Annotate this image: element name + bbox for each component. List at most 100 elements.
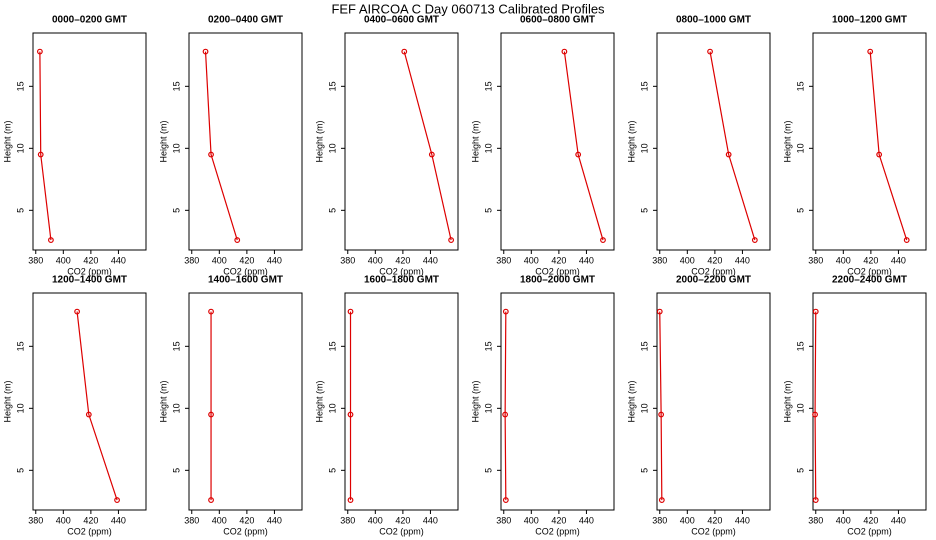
panel-title: 2200–2400 GMT [832, 275, 907, 286]
y-tick-label: 10 [795, 143, 805, 153]
x-tick-label: 400 [368, 255, 383, 265]
profile-line [659, 311, 663, 501]
x-tick-label: 420 [551, 255, 566, 265]
x-tick-label: 420 [395, 255, 410, 265]
x-axis-label: CO2 (ppm) [223, 266, 268, 276]
x-tick-label: 400 [524, 515, 539, 525]
y-tick-label: 15 [639, 81, 649, 91]
y-tick-label: 10 [171, 143, 181, 153]
y-tick-label: 10 [639, 143, 649, 153]
data-point [575, 151, 582, 158]
y-tick-label: 15 [171, 341, 181, 351]
data-point [37, 151, 44, 158]
page-title: FEF AIRCOA C Day 060713 Calibrated Profi… [331, 1, 605, 16]
y-tick-label: 10 [483, 403, 493, 413]
x-tick-label: 440 [423, 515, 438, 525]
y-tick-label: 5 [15, 468, 25, 473]
y-axis-label: Height (m) [158, 380, 168, 422]
data-point [347, 411, 354, 418]
plot-frame [344, 32, 459, 251]
x-tick-label: 380 [28, 515, 43, 525]
y-tick-label: 15 [171, 81, 181, 91]
x-tick-label: 400 [524, 255, 539, 265]
y-tick-label: 15 [639, 341, 649, 351]
y-axis-label: Height (m) [2, 120, 12, 162]
x-axis-label: CO2 (ppm) [847, 266, 892, 276]
x-axis-label: CO2 (ppm) [847, 526, 892, 536]
y-tick-label: 15 [795, 81, 805, 91]
plot-frame [812, 292, 927, 511]
x-tick-label: 420 [863, 255, 878, 265]
data-point [36, 48, 43, 55]
y-tick-label: 5 [795, 208, 805, 213]
y-tick-label: 10 [171, 403, 181, 413]
panel-title: 0600–0800 GMT [520, 15, 595, 26]
y-tick-label: 10 [639, 403, 649, 413]
y-tick-label: 5 [171, 468, 181, 473]
x-axis-label: CO2 (ppm) [223, 526, 268, 536]
data-point [502, 411, 509, 418]
panel-title: 1000–1200 GMT [832, 15, 907, 26]
data-point [502, 308, 509, 315]
x-tick-label: 400 [680, 255, 695, 265]
panel-title: 1400–1600 GMT [208, 275, 283, 286]
y-tick-label: 15 [327, 81, 337, 91]
data-point [114, 497, 120, 503]
y-tick-label: 10 [15, 403, 25, 413]
x-axis-label: CO2 (ppm) [379, 526, 424, 536]
x-axis-label: CO2 (ppm) [67, 526, 112, 536]
data-point [48, 237, 54, 243]
x-tick-label: 380 [808, 255, 823, 265]
data-point [208, 151, 214, 158]
x-tick-label: 380 [28, 255, 43, 265]
x-tick-label: 380 [184, 515, 199, 525]
data-point [202, 48, 209, 55]
profile-line [709, 51, 756, 241]
x-tick-label: 380 [340, 255, 355, 265]
y-tick-label: 5 [639, 468, 649, 473]
profile-line [76, 311, 118, 501]
y-tick-label: 10 [15, 143, 25, 153]
y-tick-label: 5 [639, 208, 649, 213]
data-point [401, 48, 408, 55]
x-tick-label: 400 [56, 255, 71, 265]
panel-title: 1200–1400 GMT [52, 275, 127, 286]
x-tick-label: 420 [239, 255, 254, 265]
x-tick-label: 420 [707, 515, 722, 525]
data-point [208, 497, 214, 503]
y-tick-label: 5 [171, 208, 181, 213]
data-point [208, 411, 214, 418]
data-point [208, 308, 214, 315]
y-axis-label: Height (m) [2, 380, 12, 422]
y-axis-label: Height (m) [470, 380, 480, 422]
y-tick-label: 5 [483, 208, 493, 213]
data-point [85, 411, 92, 418]
plot-frame [656, 32, 771, 251]
plot-frame [32, 292, 147, 511]
plot-frame [188, 32, 303, 251]
y-tick-label: 15 [483, 341, 493, 351]
y-tick-label: 10 [795, 403, 805, 413]
x-axis-label: CO2 (ppm) [67, 266, 112, 276]
x-tick-label: 440 [111, 255, 126, 265]
y-tick-label: 15 [15, 341, 25, 351]
x-tick-label: 440 [423, 255, 438, 265]
x-tick-label: 380 [184, 255, 199, 265]
y-tick-label: 15 [327, 341, 337, 351]
x-axis-label: CO2 (ppm) [691, 266, 736, 276]
data-point [867, 48, 874, 55]
data-point [74, 308, 80, 315]
profile-line [814, 311, 817, 501]
data-point [812, 497, 819, 503]
data-point [234, 237, 241, 243]
x-tick-label: 440 [579, 515, 594, 525]
y-axis-label: Height (m) [782, 120, 792, 162]
panel-title: 0800–1000 GMT [676, 15, 751, 26]
data-point [656, 308, 663, 315]
data-point [600, 237, 606, 243]
profile-line [204, 51, 238, 241]
data-point [751, 237, 758, 243]
y-axis-label: Height (m) [470, 120, 480, 162]
data-point [876, 151, 883, 158]
x-tick-label: 400 [212, 515, 227, 525]
